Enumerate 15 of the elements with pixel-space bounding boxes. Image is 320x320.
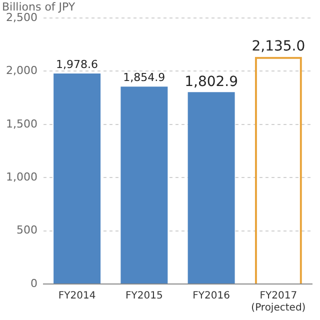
y-tick-label: 500 — [16, 224, 38, 237]
text: 1,854.9 — [123, 71, 166, 84]
x-tick-label: FY2017 (Projected) — [251, 290, 306, 314]
x-tick-label: FY2014 — [58, 290, 96, 302]
text: 2,135.0 — [252, 38, 306, 54]
x-tick-label: FY2016 — [192, 290, 230, 302]
y-tick-label: 1,000 — [6, 170, 38, 184]
y-tick-label: 2,500 — [6, 10, 38, 24]
text: 1,802.9 — [184, 74, 238, 90]
text: 1,978.6 — [56, 58, 98, 71]
x-tick-label: FY2015 — [126, 290, 163, 302]
y-tick-label: 1,500 — [6, 117, 38, 130]
y-tick-label: 2,000 — [6, 64, 38, 78]
y-tick-label: 0 — [30, 276, 38, 290]
y-axis-title: Billions of JPY — [2, 0, 76, 14]
